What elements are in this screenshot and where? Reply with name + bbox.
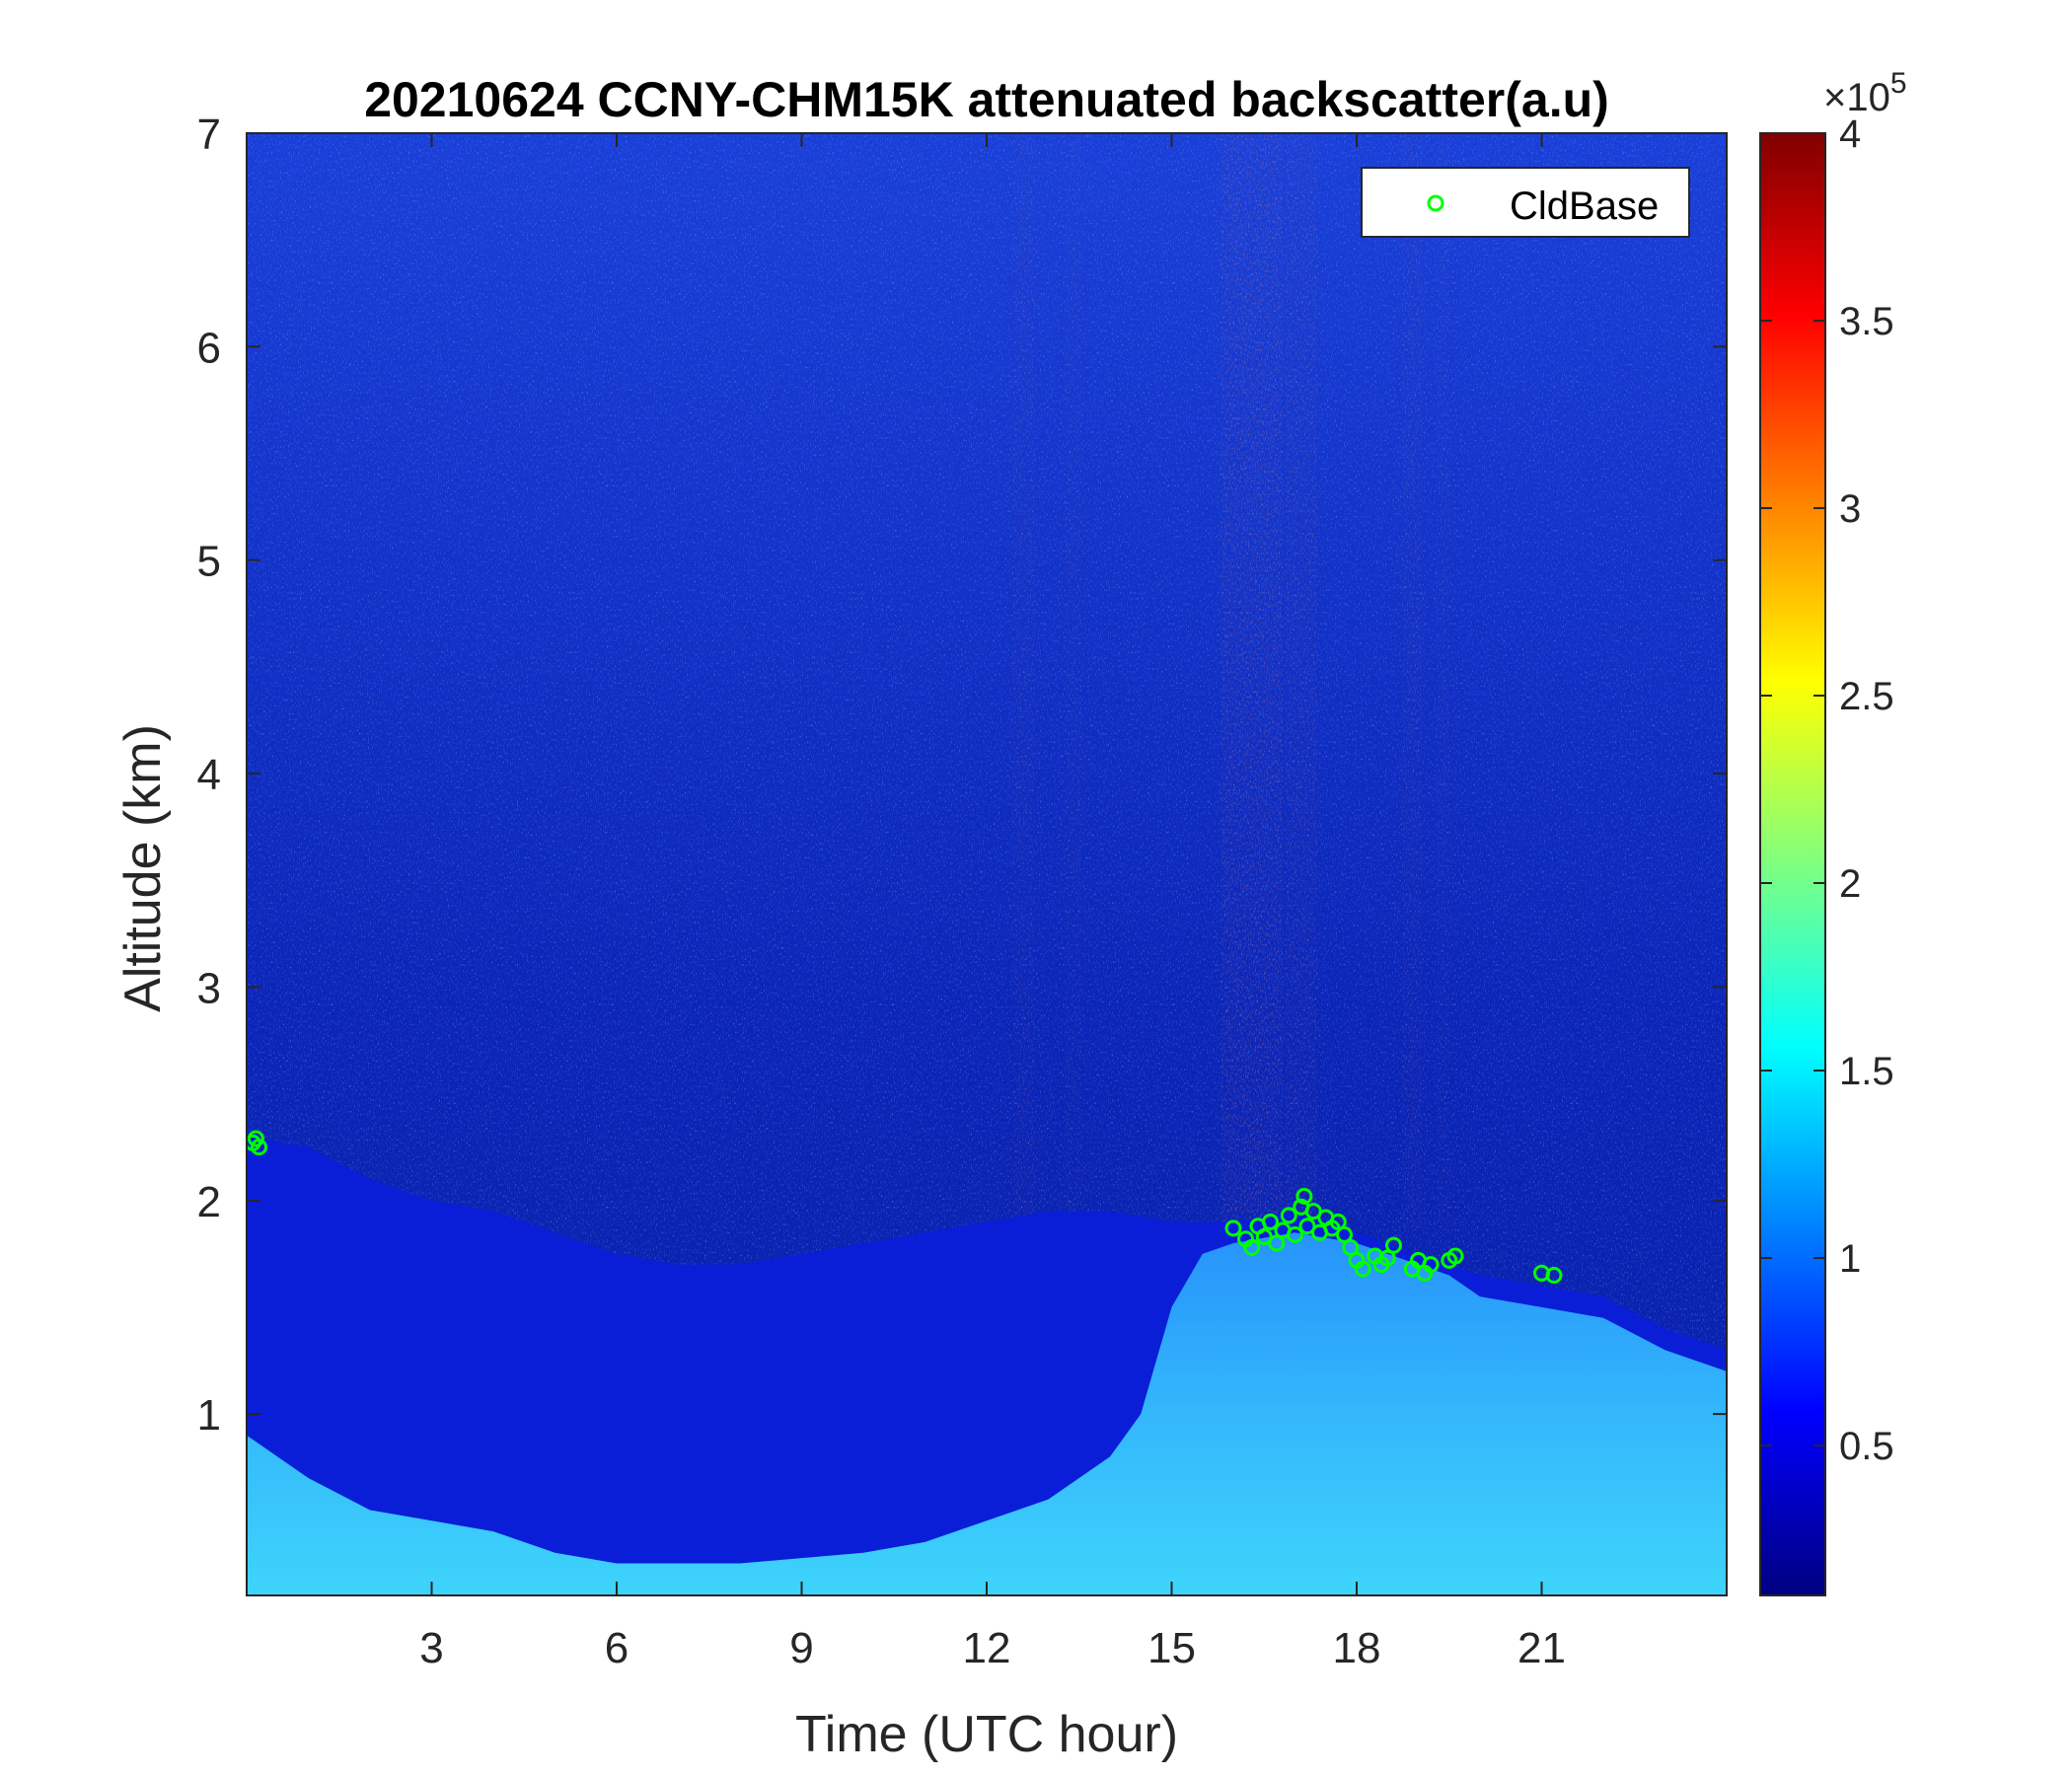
x-tick-label: 3 <box>419 1624 443 1672</box>
x-tick-label: 9 <box>789 1624 813 1672</box>
enhanced-aerosol-region <box>247 1232 1727 1595</box>
y-tick-label: 6 <box>197 324 221 372</box>
cldbase-point <box>1298 1218 1316 1235</box>
cldbase-point <box>1280 1207 1297 1224</box>
x-tick-label: 18 <box>1333 1624 1381 1672</box>
cldbase-point <box>1385 1236 1402 1254</box>
colorbar: 0.5 1 1.5 2 2.5 3 3.5 4 ×105 <box>1759 67 1907 1596</box>
y-tick-label: 2 <box>197 1178 221 1226</box>
colorbar-gradient <box>1759 132 1826 1596</box>
colorbar-tick-label: 4 <box>1839 112 1861 156</box>
y-axis: 1 2 3 4 5 6 7 <box>197 111 1727 1440</box>
x-tick-label: 21 <box>1517 1624 1566 1672</box>
cldbase-point <box>1329 1213 1347 1230</box>
cldbase-point <box>1422 1256 1440 1274</box>
high-backscatter-column <box>1402 133 1422 1233</box>
x-axis-label: Time (UTC hour) <box>795 1706 1178 1763</box>
high-backscatter-column <box>1221 133 1283 1233</box>
cldbase-point <box>1224 1220 1242 1237</box>
colorbar-tick-label: 3 <box>1839 487 1861 531</box>
cldbase-point <box>1545 1266 1563 1284</box>
y-tick-label: 3 <box>197 964 221 1012</box>
y-tick-label: 7 <box>197 111 221 159</box>
colorbar-multiplier: ×105 <box>1823 67 1907 119</box>
cldbase-point <box>1304 1203 1322 1221</box>
colorbar-tick-label: 0.5 <box>1839 1425 1894 1468</box>
cldbase-point <box>247 1130 264 1147</box>
legend-marker-cldbase <box>1427 194 1444 212</box>
cldbase-point <box>1268 1234 1286 1252</box>
cldbase-point <box>1354 1260 1371 1278</box>
cldbase-point <box>1378 1249 1396 1267</box>
x-tick-label: 6 <box>605 1624 629 1672</box>
colorbar-ticks: 0.5 1 1.5 2 2.5 3 3.5 4 <box>1760 112 1894 1468</box>
plot-area <box>247 133 1727 1595</box>
cldbase-point <box>251 1139 267 1156</box>
high-backscatter-column <box>1065 133 1081 1233</box>
y-tick-label: 5 <box>197 538 221 586</box>
x-axis: 3 6 9 12 15 18 21 <box>419 133 1566 1672</box>
chart-title: 20210624 CCNY-CHM15K attenuated backscat… <box>364 72 1609 127</box>
high-backscatter-columns <box>1012 133 1449 1233</box>
cldbase-point <box>1262 1213 1279 1230</box>
high-backscatter-column <box>1012 133 1035 1233</box>
legend: CldBase <box>1361 167 1690 238</box>
legend-box <box>1361 167 1690 238</box>
colorbar-tick-label: 1.5 <box>1839 1050 1894 1093</box>
colorbar-tick-label: 2.5 <box>1839 675 1894 718</box>
high-backscatter-column <box>1437 133 1449 1233</box>
cloud-base-markers <box>247 1130 1563 1284</box>
high-backscatter-column <box>1286 133 1317 1233</box>
cldbase-point <box>1287 1225 1303 1243</box>
y-tick-label: 4 <box>197 751 221 799</box>
colorbar-tick-label: 2 <box>1839 862 1861 906</box>
cldbase-point <box>1342 1238 1360 1256</box>
cldbase-point <box>1243 1238 1261 1256</box>
colorbar-tick-label: 1 <box>1839 1237 1861 1281</box>
cldbase-point <box>1446 1247 1464 1265</box>
cldbase-point <box>1336 1225 1353 1243</box>
y-tick-label: 1 <box>197 1391 221 1440</box>
legend-label-cldbase: CldBase <box>1510 185 1659 228</box>
colorbar-tick-label: 3.5 <box>1839 300 1894 343</box>
y-axis-label: Altitude (km) <box>114 724 172 1012</box>
cldbase-point <box>1295 1187 1313 1205</box>
cldbase-point <box>1255 1228 1273 1246</box>
x-tick-label: 15 <box>1147 1624 1196 1672</box>
x-tick-label: 12 <box>963 1624 1011 1672</box>
